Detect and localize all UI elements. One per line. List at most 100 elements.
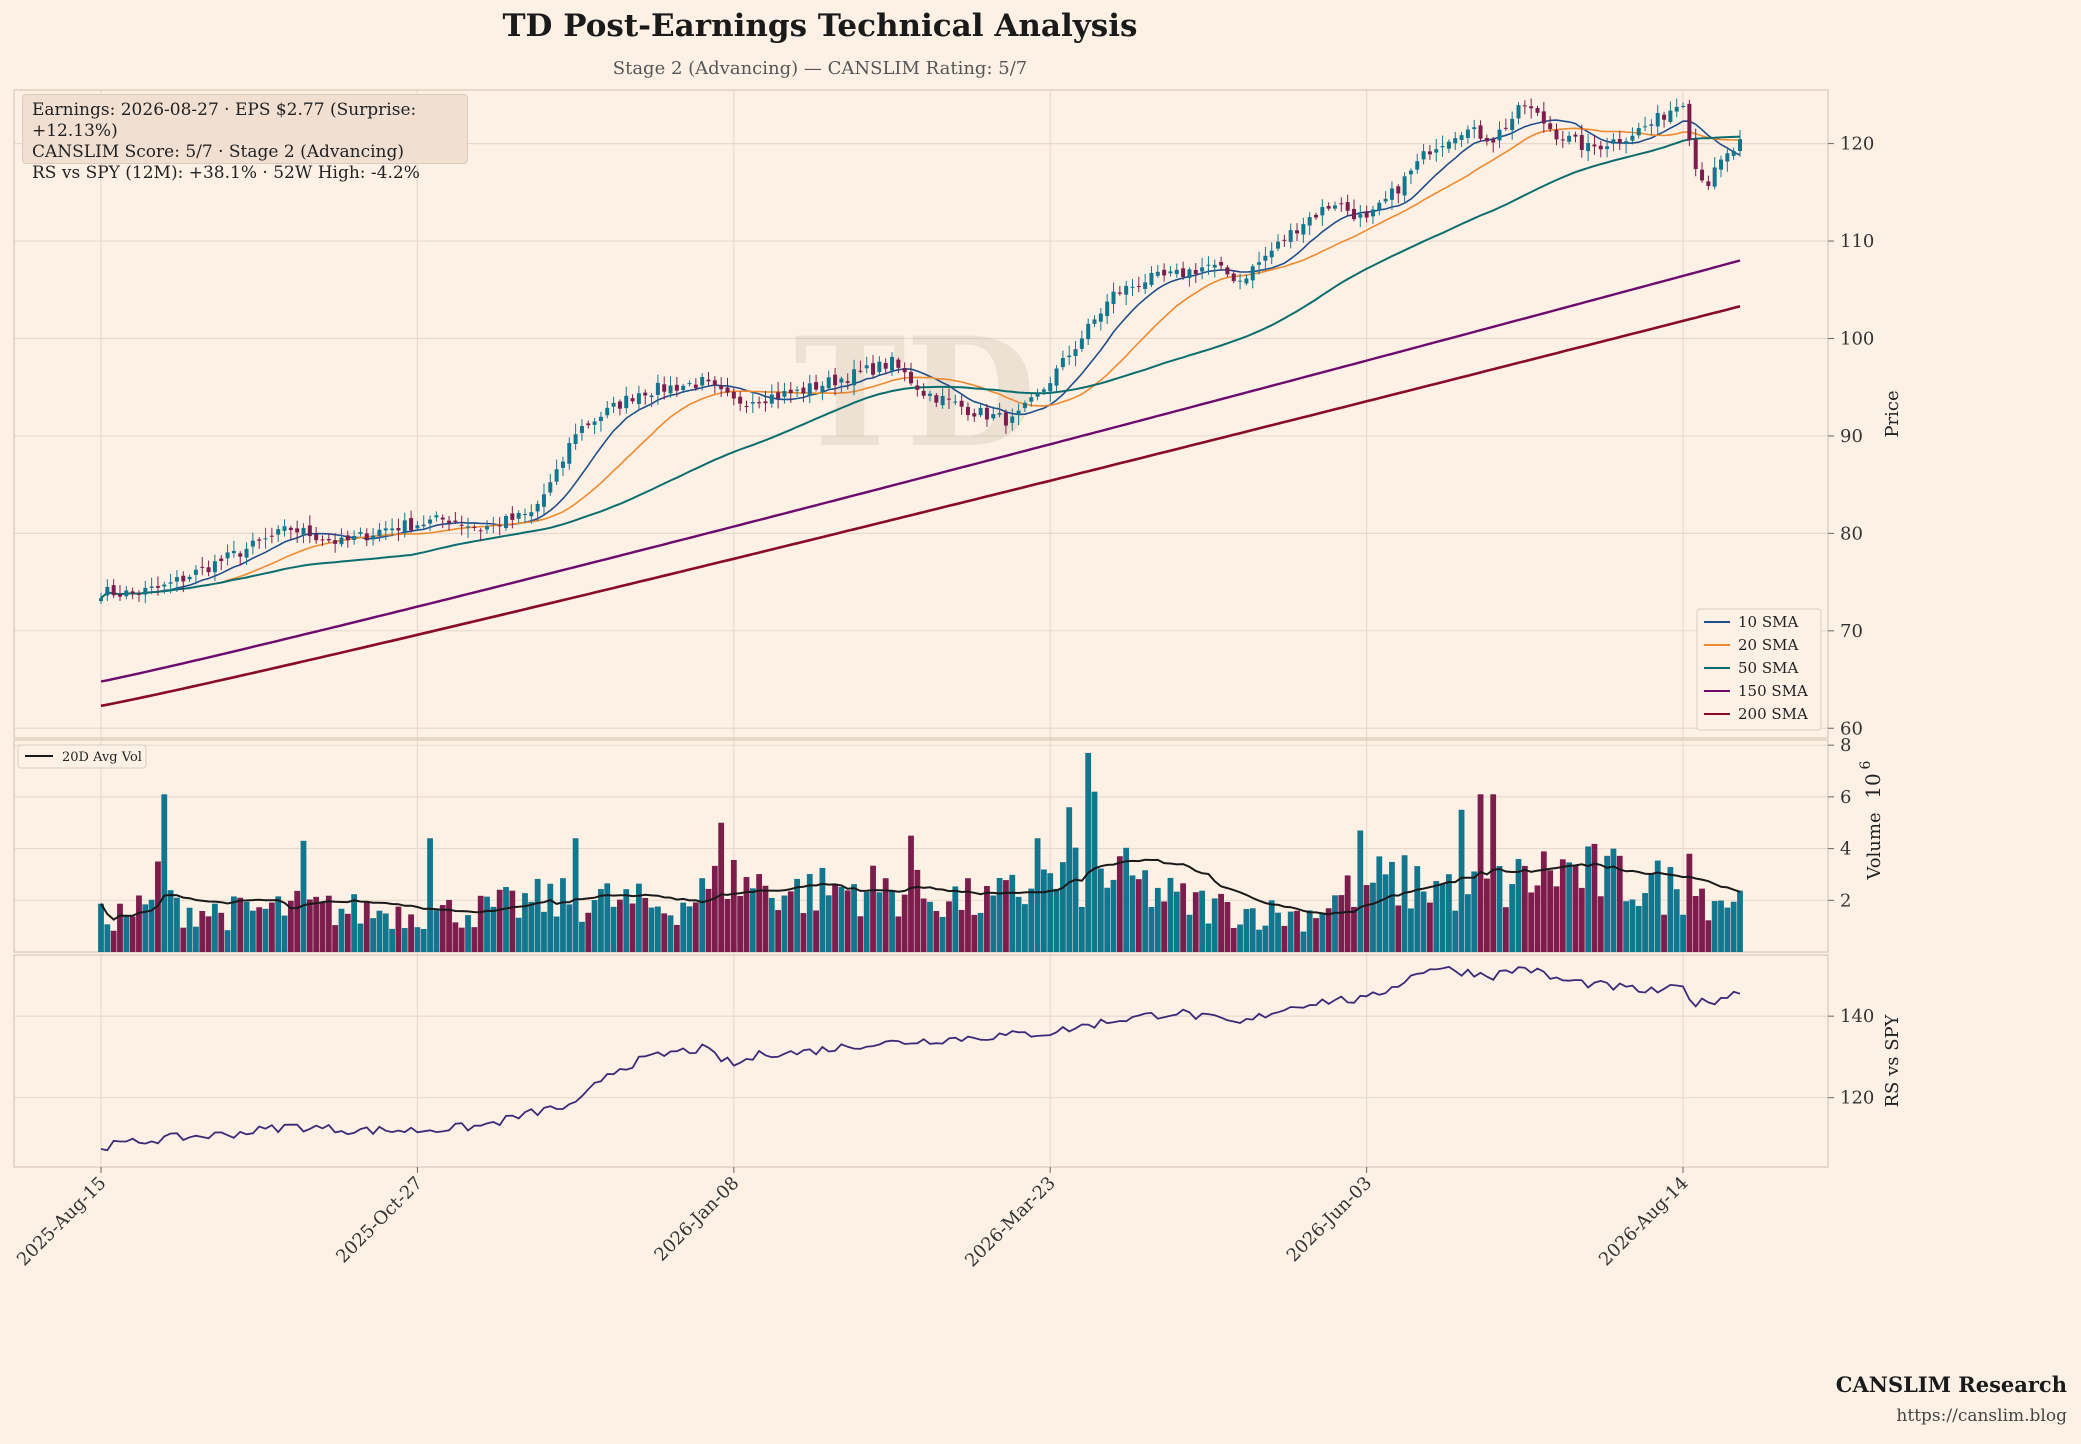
volume-tick-label: 8 — [1840, 735, 1851, 756]
volume-bar — [1528, 892, 1535, 952]
volume-bar — [142, 904, 149, 952]
volume-bar — [1692, 895, 1699, 952]
volume-bar — [1313, 918, 1319, 952]
volume-bar — [275, 896, 282, 952]
volume-bar — [281, 915, 288, 952]
volume-bar — [1300, 931, 1307, 952]
volume-bar — [908, 835, 914, 952]
volume-bar — [749, 888, 756, 952]
candle-body — [807, 383, 812, 396]
candle-body — [1022, 402, 1027, 408]
candle-body — [225, 552, 230, 559]
volume-bar — [1610, 848, 1617, 952]
candle-body — [1364, 211, 1369, 218]
candle-body — [1276, 241, 1281, 249]
candle-body — [1263, 255, 1268, 261]
volume-bar — [1281, 925, 1288, 952]
candle-body — [1491, 139, 1496, 143]
volume-bar — [585, 912, 592, 952]
volume-bar — [199, 910, 206, 952]
candle-body — [497, 525, 502, 527]
volume-bar — [1629, 899, 1636, 952]
candle-body — [1421, 151, 1426, 160]
candle-body — [1725, 153, 1730, 162]
volume-bar — [1534, 885, 1541, 952]
candle-body — [883, 362, 888, 369]
volume-bar — [129, 916, 136, 952]
candle-body — [864, 365, 869, 369]
volume-bar — [1509, 884, 1516, 952]
candle-body — [1446, 141, 1451, 149]
candle-body — [1320, 207, 1325, 216]
candle-body — [902, 368, 907, 373]
candle-body — [250, 540, 255, 547]
volume-bar — [465, 915, 471, 952]
volume-bar — [325, 895, 332, 952]
price-tick-label: 100 — [1840, 328, 1874, 349]
volume-bar — [1262, 925, 1269, 952]
candle-body — [1339, 203, 1344, 205]
candle-body — [1567, 135, 1572, 142]
volume-bar — [161, 794, 168, 952]
volume-bar — [452, 922, 459, 952]
volume-bar — [1408, 908, 1414, 952]
candle-body — [655, 382, 660, 395]
candle-body — [1402, 176, 1407, 196]
candles — [99, 98, 1742, 604]
price-tick-label: 70 — [1840, 621, 1863, 642]
candle-body — [402, 520, 407, 533]
volume-bar — [579, 921, 585, 952]
volume-bar — [1730, 901, 1737, 952]
volume-bar — [1325, 908, 1332, 952]
sma-line-50 — [100, 135, 1741, 599]
candle-body — [1282, 239, 1287, 241]
volume-bar — [591, 900, 598, 952]
candle-body — [1624, 141, 1629, 144]
volume-legend: 20D Avg Vol — [17, 744, 147, 769]
volume-bar — [1540, 851, 1547, 952]
candle-body — [206, 567, 211, 573]
candle-body — [1649, 124, 1654, 126]
candle-body — [801, 387, 806, 394]
candle-body — [326, 538, 331, 541]
candle-body — [1041, 389, 1046, 392]
volume-bar — [1591, 843, 1598, 952]
price-tick-label: 60 — [1840, 718, 1863, 739]
volume-bar — [490, 906, 497, 952]
candle-body — [560, 461, 565, 468]
candle-body — [1326, 205, 1331, 209]
volume-bar — [1433, 881, 1440, 952]
volume-bar — [1161, 901, 1168, 952]
candle-body — [485, 526, 490, 530]
candle-body — [187, 576, 192, 580]
candle-body — [567, 443, 572, 464]
candle-body — [409, 518, 414, 531]
volume-bar — [1496, 866, 1503, 952]
candle-body — [630, 398, 635, 402]
volume-bar — [724, 898, 731, 952]
candle-body — [1408, 170, 1413, 175]
candle-body — [168, 582, 173, 584]
candle-body — [845, 381, 850, 383]
candle-body — [1174, 269, 1179, 275]
price-tick-label: 80 — [1840, 523, 1863, 544]
candle-body — [1345, 202, 1350, 211]
candle-body — [352, 536, 357, 540]
candle-body — [307, 525, 312, 537]
volume-bar — [534, 878, 541, 952]
candle-body — [1301, 224, 1306, 235]
volume-bar — [1661, 914, 1667, 952]
candle-body — [1003, 412, 1008, 426]
volume-bar — [1275, 912, 1281, 952]
avg-volume-line — [100, 858, 1741, 921]
volume-bar — [363, 902, 370, 952]
price-tick-label: 110 — [1840, 231, 1874, 252]
volume-bar — [1718, 900, 1724, 952]
volume-bar — [420, 928, 427, 952]
candle-body — [415, 525, 420, 529]
candle-body — [1111, 291, 1116, 305]
candle-body — [636, 393, 641, 404]
volume-bar — [775, 910, 782, 952]
volume-bar — [1471, 871, 1478, 952]
candle-body — [839, 378, 844, 383]
